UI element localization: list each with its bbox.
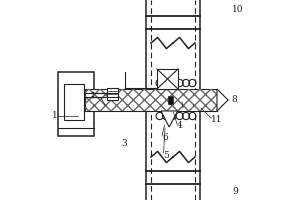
Polygon shape (161, 111, 178, 127)
Bar (92, 96, 94, 98)
Text: 11: 11 (211, 116, 223, 124)
Text: 8: 8 (231, 96, 237, 104)
Text: 10: 10 (232, 4, 244, 14)
Text: 1: 1 (52, 112, 58, 120)
Bar (85, 89, 217, 111)
Bar (107, 88, 118, 100)
Bar (168, 96, 173, 104)
Bar (64, 84, 84, 120)
Text: 2: 2 (105, 102, 111, 112)
Text: 7: 7 (183, 104, 189, 114)
Bar (92, 92, 94, 94)
Text: 3: 3 (121, 138, 127, 148)
Text: 5: 5 (164, 152, 169, 160)
Bar (157, 69, 178, 89)
Polygon shape (217, 89, 228, 111)
Text: 4: 4 (177, 121, 183, 130)
Text: 9: 9 (232, 188, 238, 196)
Bar (58, 72, 94, 136)
Text: 6: 6 (162, 134, 168, 142)
Bar (85, 89, 217, 111)
